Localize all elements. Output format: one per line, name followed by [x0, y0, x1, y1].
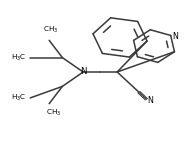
- Text: N: N: [148, 96, 154, 105]
- Text: H$_3$C: H$_3$C: [11, 53, 26, 63]
- Text: N: N: [80, 68, 86, 76]
- Text: CH$_3$: CH$_3$: [43, 24, 59, 35]
- Text: CH$_3$: CH$_3$: [46, 108, 61, 118]
- Text: H$_3$C: H$_3$C: [11, 93, 26, 103]
- Text: N: N: [173, 32, 178, 41]
